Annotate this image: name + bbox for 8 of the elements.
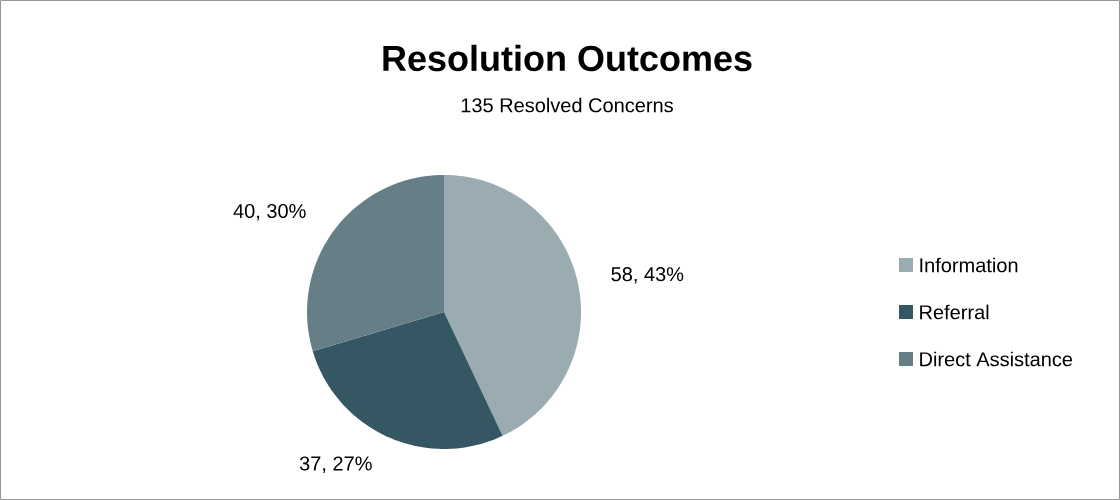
legend-label: Referral	[920, 304, 989, 320]
chart-title: Resolution Outcomes	[383, 44, 752, 72]
legend-label: Direct Assistance	[920, 351, 1073, 367]
chart-subtitle: 135 Resolved Concerns	[461, 97, 673, 113]
data-label: 58, 43%	[611, 267, 684, 284]
data-label: 37, 27%	[299, 456, 372, 473]
legend-label: Information	[920, 257, 1018, 273]
data-label: 40, 30%	[233, 203, 306, 221]
